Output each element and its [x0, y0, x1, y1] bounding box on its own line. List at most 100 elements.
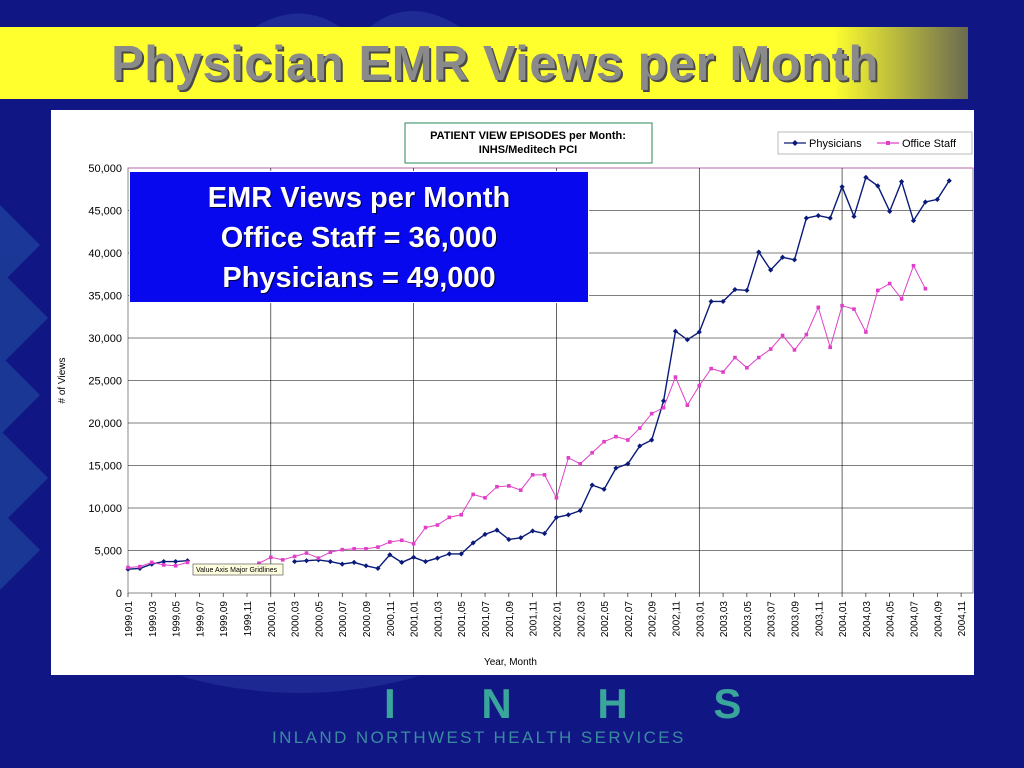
- office-staff-point: [816, 305, 821, 310]
- x-tick-label: 2001,09: [505, 601, 516, 638]
- office-staff-point: [721, 370, 725, 374]
- office-staff-point: [923, 286, 928, 291]
- office-staff-point: [328, 550, 333, 554]
- physicians-point: [863, 174, 869, 180]
- x-tick-label: 1999,03: [148, 601, 159, 638]
- office-staff-point: [257, 561, 261, 566]
- office-staff-point: [792, 348, 797, 352]
- physicians-point: [637, 443, 643, 449]
- physicians-point: [625, 461, 631, 467]
- physicians-point: [720, 298, 726, 305]
- tooltip-text: Value Axis Major Gridlines: [196, 567, 278, 574]
- physicians-point: [768, 267, 774, 273]
- office-staff-point: [483, 496, 487, 500]
- x-tick-label: 2002,09: [648, 601, 659, 638]
- office-staff-point: [673, 375, 678, 379]
- office-staff-point: [840, 303, 844, 308]
- office-staff-point: [316, 556, 321, 560]
- x-tick-label: 1999,11: [243, 601, 254, 637]
- office-staff-point: [649, 411, 654, 416]
- office-staff-point: [280, 558, 285, 562]
- x-tick-label: 2000,01: [267, 601, 278, 638]
- chart-title-box: [404, 122, 653, 164]
- physicians-point: [815, 213, 821, 219]
- callout-box: EMR Views per Month Office Staff = 36,00…: [129, 171, 589, 303]
- physicians-point: [173, 558, 179, 565]
- tooltip-box: [192, 563, 284, 576]
- x-tick-label: 2004,01: [838, 601, 849, 638]
- physicians-point: [851, 213, 857, 220]
- office-staff-point: [554, 496, 559, 500]
- x-tick-label: 2002,03: [576, 601, 587, 638]
- office-staff-point: [340, 547, 345, 552]
- x-tick-label: 2001,07: [481, 601, 492, 638]
- x-tick-label: 2004,09: [933, 601, 944, 638]
- physicians-point: [411, 554, 417, 560]
- legend-label: Office Staff: [902, 138, 957, 150]
- x-tick-label: 2001,11: [529, 601, 540, 637]
- office-staff-point: [756, 355, 761, 360]
- physicians-point: [613, 465, 619, 471]
- callout-line-1: EMR Views per Month: [207, 182, 511, 214]
- chart-title-line: PATIENT VIEW EPISODES per Month:: [430, 130, 626, 142]
- x-tick-label: 2004,11: [957, 601, 968, 637]
- office-staff-point: [411, 541, 416, 546]
- tagline: INLAND NORTHWEST HEALTH SERVICES: [272, 728, 686, 747]
- physicians-point: [756, 249, 762, 255]
- physicians-point: [875, 183, 881, 189]
- chart-title-line: INHS/Meditech PCI: [479, 144, 577, 156]
- physicians-point: [530, 528, 536, 534]
- office-staff-point: [697, 383, 702, 388]
- office-staff-point: [780, 333, 785, 338]
- legend-marker: [792, 140, 798, 146]
- physicians-point: [482, 531, 488, 537]
- inhs-logo: I N H S: [384, 680, 779, 727]
- office-staff-point: [709, 366, 713, 371]
- y-tick-label: 35,000: [88, 291, 122, 303]
- office-staff-point: [542, 473, 547, 477]
- x-tick-label: 2000,03: [291, 601, 302, 638]
- office-staff-point: [864, 330, 868, 334]
- physicians-point: [434, 555, 441, 561]
- physicians-point: [589, 482, 595, 488]
- x-tick-label: 2000,09: [362, 601, 373, 638]
- physicians-point: [553, 514, 560, 520]
- x-tick-label: 2003,07: [767, 601, 778, 638]
- x-tick-label: 2003,03: [719, 601, 730, 638]
- y-tick-label: 15,000: [88, 461, 122, 473]
- office-staff-point: [590, 450, 594, 455]
- physicians-point: [506, 536, 512, 543]
- office-staff-point: [899, 297, 904, 301]
- office-staff-point: [852, 307, 856, 311]
- physicians-point: [887, 208, 893, 214]
- physicians-point: [161, 558, 167, 565]
- x-tick-label: 2001,03: [433, 601, 444, 638]
- physicians-point: [779, 254, 786, 260]
- office-staff-point: [661, 405, 666, 410]
- office-staff-point: [471, 492, 475, 497]
- office-staff-point: [269, 555, 273, 560]
- y-axis-title: # of Views: [57, 358, 68, 404]
- office-staff-point: [578, 462, 583, 466]
- physicians-point: [363, 563, 369, 569]
- office-staff-point: [530, 473, 535, 477]
- physicians-point: [803, 215, 809, 221]
- x-tick-label: 2004,03: [862, 601, 873, 638]
- office-staff-point: [352, 547, 356, 551]
- physicians-point: [518, 535, 524, 541]
- physicians-point: [827, 215, 833, 221]
- office-staff-point: [138, 564, 142, 569]
- office-staff-point: [126, 565, 130, 570]
- physicians-point: [494, 527, 500, 533]
- office-staff-point: [292, 554, 297, 559]
- office-staff-point: [626, 438, 630, 442]
- x-tick-label: 2003,11: [814, 601, 825, 637]
- office-staff-point: [614, 434, 618, 439]
- x-tick-label: 2002,01: [552, 601, 563, 638]
- office-staff-point: [304, 551, 309, 555]
- legend-box: [777, 131, 973, 155]
- physicians-point: [351, 559, 357, 565]
- physicians-point: [458, 551, 464, 557]
- y-tick-label: 10,000: [88, 503, 122, 515]
